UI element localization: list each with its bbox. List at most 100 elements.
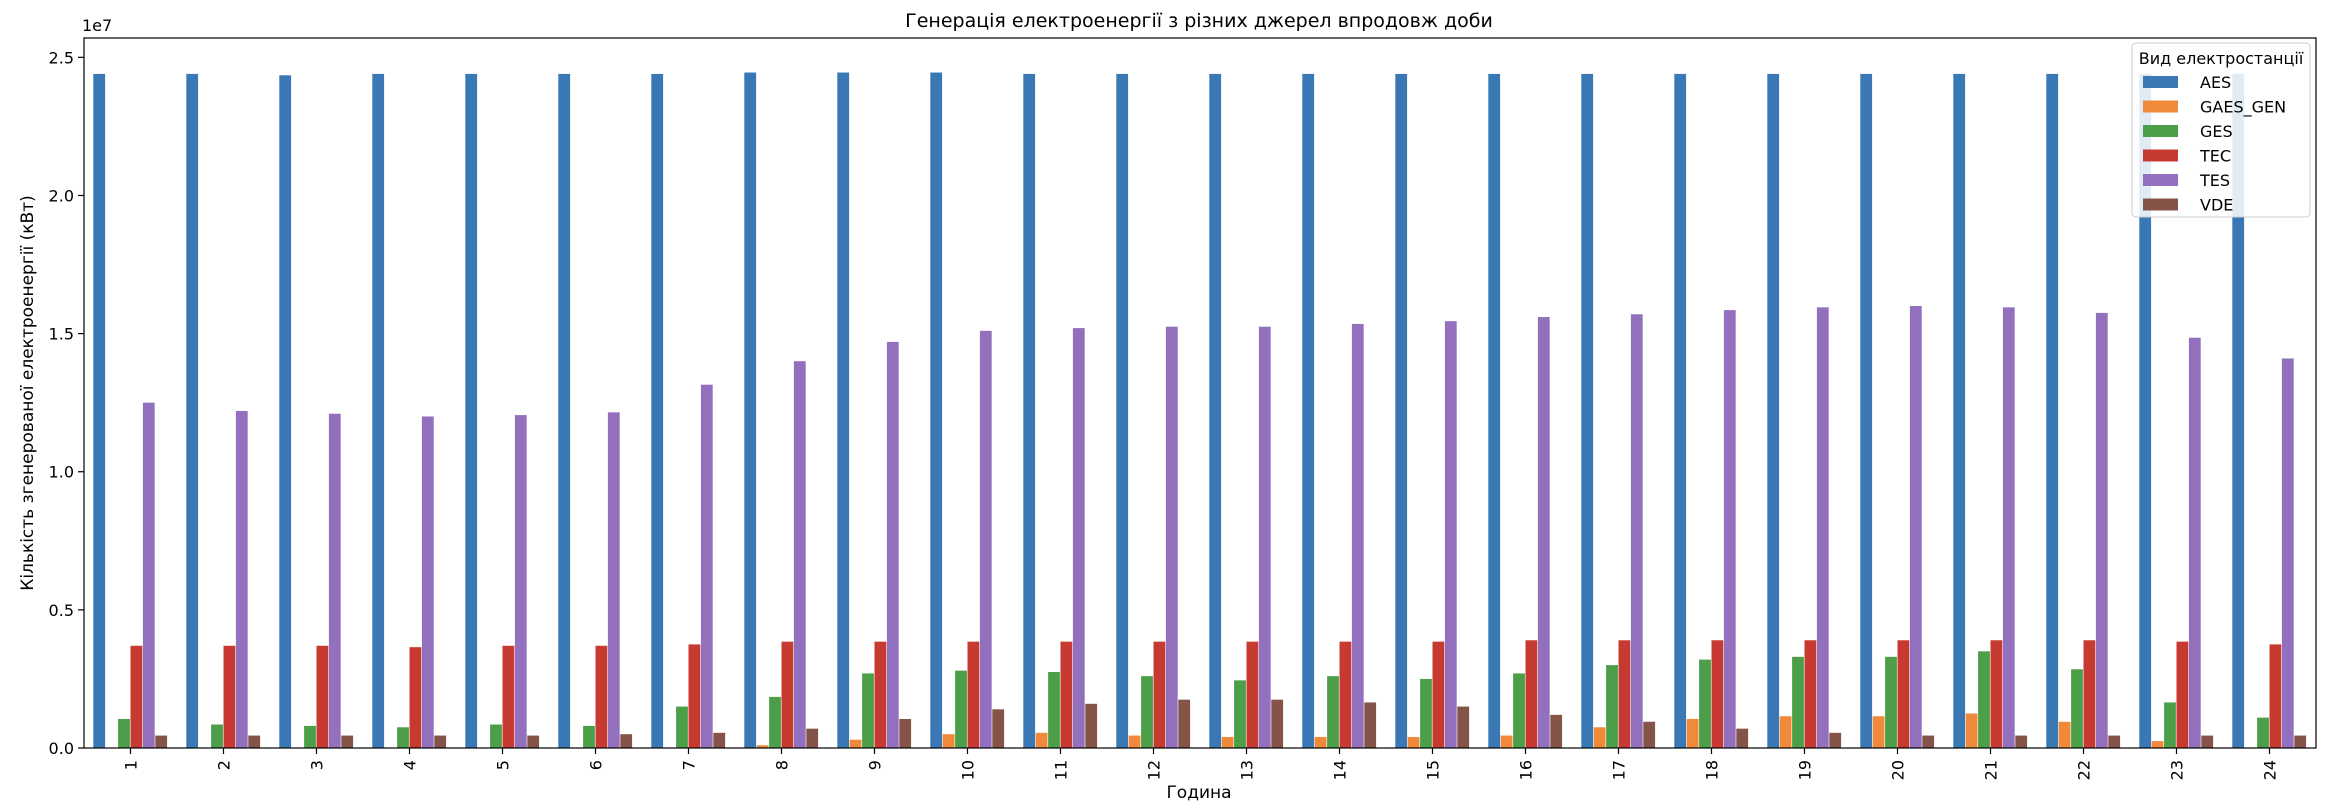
x-tick-label: 14 bbox=[1331, 760, 1350, 780]
bar-vde-hour-4 bbox=[434, 735, 447, 748]
y-tick-label: 0.5 bbox=[49, 601, 74, 620]
bar-ges-hour-22 bbox=[2071, 669, 2083, 748]
bar-tec-hour-7 bbox=[688, 644, 701, 748]
bar-tes-hour-5 bbox=[514, 415, 527, 748]
bar-vde-hour-7 bbox=[713, 732, 726, 748]
legend-label-tes: TES bbox=[2199, 171, 2230, 190]
bar-aes-hour-22 bbox=[2046, 73, 2059, 748]
x-tick-label: 22 bbox=[2075, 760, 2094, 780]
bar-ges-hour-3 bbox=[304, 725, 316, 748]
x-tick-label: 20 bbox=[1889, 760, 1908, 780]
bar-tec-hour-13 bbox=[1246, 641, 1259, 748]
bar-vde-hour-10 bbox=[992, 709, 1005, 748]
bar-tec-hour-19 bbox=[1804, 640, 1817, 748]
bar-gaes-gen-hour-10 bbox=[942, 734, 955, 748]
x-tick-label: 18 bbox=[1703, 760, 1722, 780]
bar-tes-hour-24 bbox=[2281, 358, 2294, 748]
bar-ges-hour-2 bbox=[211, 724, 223, 748]
x-tick-label: 15 bbox=[1424, 760, 1443, 780]
x-tick-label: 6 bbox=[587, 760, 606, 770]
x-axis: 1 2 3 4 5 6 7 8 9 10 11 12 13 14 15 16 17 18 19 20 21 22 23 24 bbox=[122, 748, 2280, 780]
bar-gaes-gen-hour-17 bbox=[1593, 727, 1606, 748]
x-tick-label: 1 bbox=[122, 760, 141, 770]
bar-ges-hour-9 bbox=[862, 673, 874, 748]
bar-tes-hour-8 bbox=[793, 361, 806, 748]
plot-frame bbox=[83, 37, 2317, 749]
bar-vde-hour-23 bbox=[2201, 735, 2214, 748]
bar-vde-hour-5 bbox=[527, 735, 540, 748]
bar-tec-hour-20 bbox=[1897, 640, 1910, 748]
bar-tec-hour-9 bbox=[874, 641, 887, 748]
x-tick-label: 16 bbox=[1517, 760, 1536, 780]
bar-tes-hour-19 bbox=[1816, 307, 1829, 748]
bar-tec-hour-24 bbox=[2269, 644, 2282, 748]
bar-vde-hour-12 bbox=[1178, 699, 1191, 748]
bar-vde-hour-21 bbox=[2015, 735, 2028, 748]
bar-aes-hour-12 bbox=[1116, 73, 1129, 748]
bar-ges-hour-4 bbox=[397, 727, 409, 748]
bar-gaes-gen-hour-8 bbox=[756, 745, 769, 748]
bar-tec-hour-1 bbox=[130, 645, 143, 748]
legend-title: Вид електростанції bbox=[2139, 49, 2304, 68]
bar-ges-hour-12 bbox=[1141, 676, 1153, 748]
chart-title: Генерація електроенергії з різних джерел… bbox=[905, 10, 1493, 32]
bar-tes-hour-18 bbox=[1723, 310, 1736, 748]
bar-aes-hour-9 bbox=[837, 72, 850, 748]
bar-tes-hour-2 bbox=[235, 410, 248, 748]
bar-tec-hour-23 bbox=[2176, 641, 2189, 748]
bar-tec-hour-18 bbox=[1711, 640, 1724, 748]
bar-vde-hour-3 bbox=[341, 735, 354, 748]
bar-tes-hour-7 bbox=[700, 384, 713, 748]
bar-aes-hour-13 bbox=[1209, 73, 1222, 748]
bar-ges-hour-8 bbox=[769, 696, 781, 748]
bar-ges-hour-20 bbox=[1885, 656, 1897, 748]
x-tick-label: 13 bbox=[1238, 760, 1257, 780]
bar-tec-hour-10 bbox=[967, 641, 980, 748]
bar-ges-hour-16 bbox=[1513, 673, 1525, 748]
bar-vde-hour-15 bbox=[1457, 706, 1470, 748]
bar-vde-hour-1 bbox=[155, 735, 168, 748]
bar-tes-hour-17 bbox=[1630, 314, 1643, 748]
x-tick-label: 5 bbox=[494, 760, 513, 770]
bar-tes-hour-3 bbox=[328, 413, 341, 748]
y-tick-label: 1.0 bbox=[49, 463, 74, 482]
bar-ges-hour-18 bbox=[1699, 659, 1711, 748]
bar-ges-hour-23 bbox=[2164, 702, 2176, 748]
x-tick-label: 4 bbox=[401, 760, 420, 770]
bar-tec-hour-21 bbox=[1990, 640, 2003, 748]
bar-tes-hour-11 bbox=[1072, 328, 1085, 748]
x-axis-label: Година bbox=[1166, 783, 1231, 803]
x-tick-label: 3 bbox=[308, 760, 327, 770]
y-tick-label: 2.5 bbox=[49, 48, 74, 67]
bar-ges-hour-19 bbox=[1792, 656, 1804, 748]
bar-tec-hour-15 bbox=[1432, 641, 1445, 748]
bar-ges-hour-6 bbox=[583, 725, 595, 748]
bar-vde-hour-14 bbox=[1364, 702, 1377, 748]
x-tick-label: 19 bbox=[1796, 760, 1815, 780]
x-tick-label: 24 bbox=[2261, 760, 2280, 780]
bar-aes-hour-17 bbox=[1581, 73, 1594, 748]
bar-ges-hour-5 bbox=[490, 724, 502, 748]
bar-ges-hour-21 bbox=[1978, 651, 1990, 748]
bar-aes-hour-10 bbox=[930, 72, 943, 748]
legend-swatch-tes bbox=[2143, 174, 2178, 186]
bar-tec-hour-12 bbox=[1153, 641, 1166, 748]
bar-tec-hour-16 bbox=[1525, 640, 1538, 748]
bar-gaes-gen-hour-15 bbox=[1407, 736, 1420, 748]
bar-ges-hour-1 bbox=[118, 718, 130, 748]
bar-aes-hour-24 bbox=[2232, 73, 2245, 748]
bar-vde-hour-9 bbox=[899, 718, 912, 748]
bar-vde-hour-18 bbox=[1736, 728, 1749, 748]
bar-aes-hour-5 bbox=[465, 73, 478, 748]
bar-aes-hour-11 bbox=[1023, 73, 1036, 748]
legend: Вид електростанції AES GAES_GEN GES TEC TES V… bbox=[2131, 42, 2311, 218]
bar-aes-hour-23 bbox=[2139, 73, 2152, 748]
legend-swatch-ges bbox=[2143, 125, 2178, 137]
bar-ges-hour-13 bbox=[1234, 680, 1246, 748]
bar-ges-hour-7 bbox=[676, 706, 688, 748]
bar-ges-hour-24 bbox=[2257, 717, 2269, 748]
bar-aes-hour-8 bbox=[744, 72, 757, 748]
bar-tec-hour-17 bbox=[1618, 640, 1631, 748]
bar-gaes-gen-hour-12 bbox=[1128, 735, 1141, 748]
legend-items: AES GAES_GEN GES TEC TES VDE bbox=[2143, 73, 2286, 215]
